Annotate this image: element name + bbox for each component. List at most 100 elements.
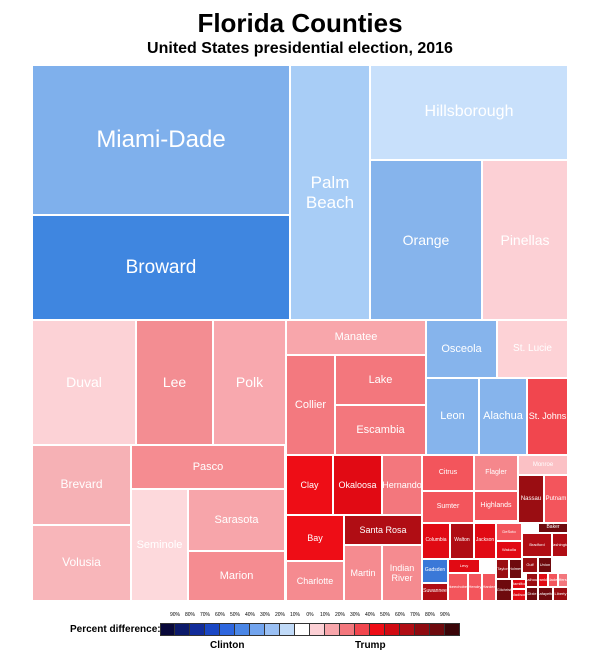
legend-swatch — [190, 623, 205, 636]
cell-nassau: Nassau — [518, 475, 544, 523]
cell-lake: Lake — [335, 355, 426, 405]
cell-lee: Lee — [136, 320, 213, 445]
cell-osceola: Osceola — [426, 320, 497, 378]
cell-sarasota: Sarasota — [188, 489, 285, 551]
cell-taylor: Taylor — [496, 559, 509, 579]
cell-suwannee: Suwannee — [422, 583, 448, 601]
cell-bradford: Bradford — [522, 533, 552, 557]
chart-title: Florida Counties — [197, 8, 403, 38]
cell-jefferson: Jefferson — [558, 573, 568, 587]
legend-tick-label: 40% — [364, 612, 375, 618]
legend-swatch — [160, 623, 175, 636]
cell-calhoun: Calhoun — [526, 573, 538, 587]
cell-citrus: Citrus — [422, 455, 474, 491]
legend-tick-label: 10% — [319, 612, 330, 618]
legend-tick-label: 50% — [229, 612, 240, 618]
legend-tick-label: 90% — [169, 612, 180, 618]
cell-pinellas: Pinellas — [482, 160, 568, 320]
cell-hillsborough: Hillsborough — [370, 65, 568, 160]
chart-subtitle: United States presidential election, 201… — [147, 40, 453, 57]
cell-hendry: Hendry — [468, 573, 482, 601]
cell-escambia: Escambia — [335, 405, 426, 455]
legend-swatch — [415, 623, 430, 636]
cell-walton: Walton — [450, 523, 474, 559]
cell-washington: Washington — [552, 533, 568, 557]
legend-tick-label: 60% — [394, 612, 405, 618]
cell-st-lucie: St. Lucie — [497, 320, 568, 378]
legend-tick-label: 70% — [409, 612, 420, 618]
cell-gulf: Gulf — [522, 557, 538, 573]
cell-indian-river: Indian River — [382, 545, 422, 601]
legend-tick-label: 60% — [214, 612, 225, 618]
cell-duval: Duval — [32, 320, 136, 445]
cell-desoto: DeSoto — [496, 523, 522, 541]
cell-brevard: Brevard — [32, 445, 131, 525]
cell-bay: Bay — [286, 515, 344, 561]
cell-glades: Glades — [548, 573, 558, 587]
cell-jackson: Jackson — [474, 523, 496, 559]
cell-union: Union — [538, 557, 552, 573]
legend-tick-label: 80% — [424, 612, 435, 618]
legend-tick-label: 80% — [184, 612, 195, 618]
cell-columbia: Columbia — [422, 523, 450, 559]
legend-swatch — [295, 623, 310, 636]
legend-swatch — [325, 623, 340, 636]
cell-seminole: Seminole — [131, 489, 188, 601]
cell-okaloosa: Okaloosa — [333, 455, 382, 515]
legend-swatch — [445, 623, 460, 636]
legend-swatch — [280, 623, 295, 636]
cell-gilchrist: Gilchrist — [496, 579, 512, 601]
legend-swatch — [400, 623, 415, 636]
legend-clinton-label: Clinton — [210, 640, 245, 651]
cell-orange: Orange — [370, 160, 482, 320]
legend-swatch — [220, 623, 235, 636]
legend-swatch — [355, 623, 370, 636]
legend-swatch — [430, 623, 445, 636]
cell-hamilton: Hamilton — [512, 579, 526, 589]
cell-hernando: Hernando — [382, 455, 422, 515]
cell-leon: Leon — [426, 378, 479, 455]
cell-broward: Broward — [32, 215, 290, 320]
cell-franklin: Franklin — [538, 573, 548, 587]
legend-tick-label: 10% — [289, 612, 300, 618]
cell-alachua: Alachua — [479, 378, 527, 455]
cell-lafayette: Lafayette — [538, 587, 553, 601]
cell-holmes: Holmes — [509, 559, 522, 579]
legend-tick-label: 90% — [439, 612, 450, 618]
legend-tick-label: 30% — [349, 612, 360, 618]
legend-swatch — [250, 623, 265, 636]
legend-tick-label: 50% — [379, 612, 390, 618]
legend-title: Percent difference: — [70, 624, 161, 635]
legend-swatch — [175, 623, 190, 636]
legend-tick-label: 70% — [199, 612, 210, 618]
cell-liberty: Liberty — [553, 587, 568, 601]
legend: Percent difference: Clinton Trump 90% 80%… — [0, 608, 600, 658]
cell-volusia: Volusia — [32, 525, 131, 601]
legend-swatch — [265, 623, 280, 636]
cell-levy: Levy — [448, 559, 480, 573]
cell-santa-rosa: Santa Rosa — [344, 515, 422, 545]
cell-highlands: Highlands — [474, 491, 518, 521]
cell-palm-beach: Palm Beach — [290, 65, 370, 320]
cell-clay: Clay — [286, 455, 333, 515]
cell-dixie: Dixie — [526, 587, 538, 601]
legend-swatch — [205, 623, 220, 636]
cell-madison: Madison — [512, 589, 526, 601]
cell-collier: Collier — [286, 355, 335, 455]
cell-hardee: Hardee — [482, 573, 496, 601]
cell-charlotte: Charlotte — [286, 561, 344, 601]
cell-sumter: Sumter — [422, 491, 474, 523]
cell-monroe: Monroe — [518, 455, 568, 475]
legend-tick-label: 30% — [259, 612, 270, 618]
legend-swatch — [235, 623, 250, 636]
cell-baker: Baker — [538, 523, 568, 533]
cell-okeechobee: Okeechobee — [448, 573, 468, 601]
legend-swatch — [310, 623, 325, 636]
legend-trump-label: Trump — [355, 640, 386, 651]
cell-wakulla: Wakulla — [496, 541, 522, 559]
legend-swatch — [340, 623, 355, 636]
cell-st-johns: St. Johns — [527, 378, 568, 455]
cell-gadsden: Gadsden — [422, 559, 448, 583]
legend-tick-label: 40% — [244, 612, 255, 618]
cell-martin: Martin — [344, 545, 382, 601]
